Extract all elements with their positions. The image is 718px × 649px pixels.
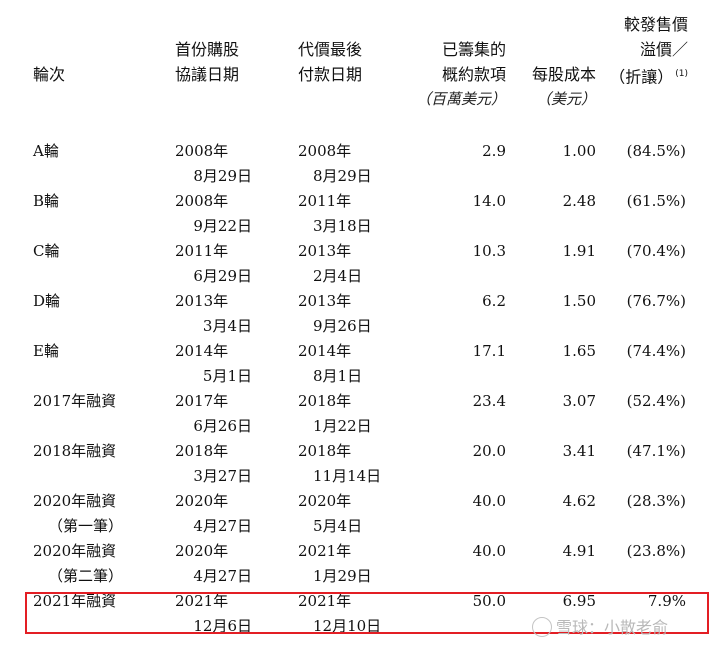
round-label: E輪: [33, 342, 59, 360]
round-label: A輪: [33, 142, 59, 160]
cost-per-share-value: 6.95: [562, 592, 596, 610]
first-agreement-day: 4月27日: [193, 517, 252, 535]
premium-discount-value: (84.5%): [626, 142, 686, 160]
final-payment-year: 2013年: [298, 242, 352, 260]
premium-discount-value: 7.9%: [647, 592, 686, 610]
first-agreement-year: 2008年: [175, 142, 229, 160]
first-agreement-year: 2020年: [175, 492, 229, 510]
header-amount-raised: 已籌集的 概約款項 （百萬美元）: [416, 37, 506, 112]
final-payment-day: 3月18日: [313, 217, 372, 235]
header-cost-per-share: 每股成本 （美元）: [532, 62, 596, 112]
highlight-box: [25, 592, 709, 634]
final-payment-day: 9月26日: [313, 317, 372, 335]
final-payment-year: 2008年: [298, 142, 352, 160]
final-payment-year: 2021年: [298, 542, 352, 560]
round-label: 2018年融資: [33, 442, 117, 460]
first-agreement-day: 12月6日: [193, 617, 252, 635]
first-agreement-year: 2017年: [175, 392, 229, 410]
first-agreement-day: 4月27日: [193, 567, 252, 585]
first-agreement-year: 2013年: [175, 292, 229, 310]
header-cost-unit: （美元）: [535, 90, 596, 108]
first-agreement-year: 2008年: [175, 192, 229, 210]
first-agreement-day: 9月22日: [193, 217, 252, 235]
round-label: （第二筆）: [48, 567, 124, 585]
first-agreement-day: 6月29日: [193, 267, 252, 285]
first-agreement-day: 3月4日: [202, 317, 252, 335]
first-agreement-year: 2018年: [175, 442, 229, 460]
first-agreement-day: 6月26日: [193, 417, 252, 435]
premium-discount-value: (52.4%): [626, 392, 686, 410]
header-final-payment-date: 代價最後 付款日期: [298, 40, 363, 84]
final-payment-day: 1月22日: [313, 417, 372, 435]
premium-discount-value: (61.5%): [626, 192, 686, 210]
final-payment-day: 5月4日: [313, 517, 363, 535]
amount-raised-value: 50.0: [472, 592, 506, 610]
cost-per-share-value: 4.91: [562, 542, 596, 560]
premium-discount-value: (74.4%): [626, 342, 686, 360]
cost-per-share-value: 1.65: [562, 342, 596, 360]
round-label: （第一筆）: [48, 517, 124, 535]
final-payment-day: 8月29日: [313, 167, 372, 185]
first-agreement-day: 8月29日: [193, 167, 252, 185]
cost-per-share-value: 3.07: [562, 392, 596, 410]
cost-per-share-value: 3.41: [562, 442, 596, 460]
cost-per-share-value: 2.48: [562, 192, 596, 210]
final-payment-year: 2014年: [298, 342, 352, 360]
first-agreement-year: 2011年: [175, 242, 229, 260]
premium-discount-value: (47.1%): [626, 442, 686, 460]
footnote-mark: (1): [675, 69, 688, 79]
final-payment-year: 2021年: [298, 592, 352, 610]
round-label: B輪: [33, 192, 60, 210]
amount-raised-value: 6.2: [482, 292, 506, 310]
final-payment-year: 2013年: [298, 292, 352, 310]
premium-discount-value: (70.4%): [626, 242, 686, 260]
cost-per-share-value: 1.50: [562, 292, 596, 310]
round-label: C輪: [33, 242, 60, 260]
first-agreement-day: 3月27日: [193, 467, 252, 485]
round-label: 2020年融資: [33, 542, 117, 560]
watermark: 雪球：小散老俞: [532, 614, 668, 638]
amount-raised-value: 40.0: [472, 542, 506, 560]
final-payment-day: 2月4日: [313, 267, 363, 285]
premium-discount-value: (28.3%): [626, 492, 686, 510]
first-agreement-year: 2014年: [175, 342, 229, 360]
amount-raised-value: 23.4: [472, 392, 506, 410]
final-payment-day: 8月1日: [313, 367, 363, 385]
header-premium-discount: 較發售價 溢價／ （折讓） (1): [609, 15, 688, 87]
premium-discount-value: (23.8%): [626, 542, 686, 560]
final-payment-day: 11月14日: [313, 467, 382, 485]
first-agreement-year: 2020年: [175, 542, 229, 560]
first-agreement-day: 5月1日: [202, 367, 252, 385]
amount-raised-value: 14.0: [472, 192, 506, 210]
watermark-logo-icon: [532, 617, 552, 637]
round-label: D輪: [33, 292, 61, 310]
first-agreement-year: 2021年: [175, 592, 229, 610]
header-first-agreement-date: 首份購股 協議日期: [175, 40, 240, 84]
final-payment-year: 2011年: [298, 192, 352, 210]
amount-raised-value: 10.3: [472, 242, 506, 260]
final-payment-day: 1月29日: [313, 567, 372, 585]
cost-per-share-value: 1.91: [562, 242, 596, 260]
premium-discount-value: (76.7%): [626, 292, 686, 310]
final-payment-day: 12月10日: [313, 617, 382, 635]
cost-per-share-value: 4.62: [562, 492, 596, 510]
amount-raised-value: 17.1: [472, 342, 506, 360]
header-round: 輪次: [33, 65, 66, 84]
round-label: 2020年融資: [33, 492, 117, 510]
final-payment-year: 2018年: [298, 392, 352, 410]
amount-raised-value: 40.0: [472, 492, 506, 510]
final-payment-year: 2020年: [298, 492, 352, 510]
round-label: 2021年融資: [33, 592, 117, 610]
amount-raised-value: 20.0: [472, 442, 506, 460]
header-amount-unit: （百萬美元）: [415, 90, 506, 108]
round-label: 2017年融資: [33, 392, 117, 410]
cost-per-share-value: 1.00: [562, 142, 596, 160]
amount-raised-value: 2.9: [482, 142, 506, 160]
final-payment-year: 2018年: [298, 442, 352, 460]
